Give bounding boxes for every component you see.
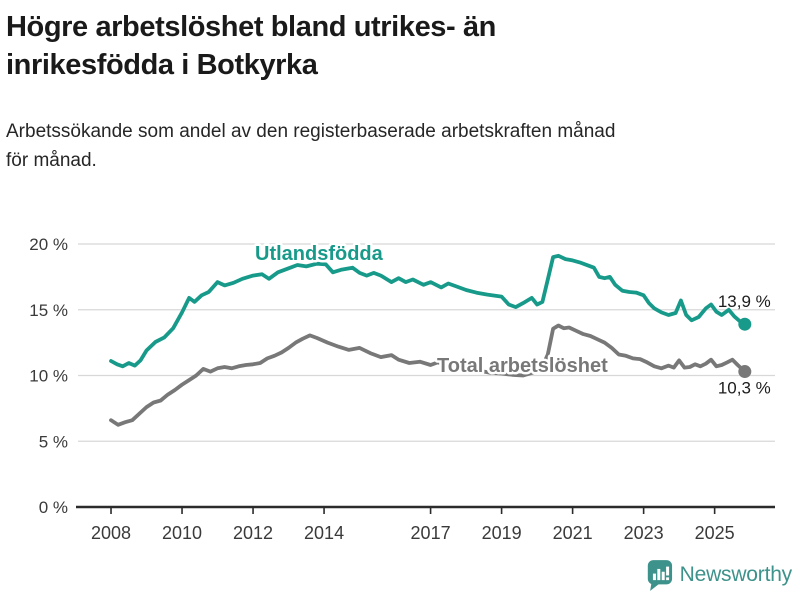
series-end-dot	[738, 365, 752, 379]
y-tick-label: 15 %	[29, 301, 68, 320]
x-tick-label: 2017	[411, 523, 451, 543]
x-tick-label: 2021	[553, 523, 593, 543]
series-end-dot	[738, 317, 752, 331]
title-line-1: Högre arbetslöshet bland utrikes- än	[6, 11, 496, 43]
bar-chart-speech-bubble-icon	[647, 560, 672, 591]
brand-name: Newsworthy	[679, 563, 793, 586]
subtitle-line-2: för månad.	[6, 150, 97, 171]
title-line-2: inrikesfödda i Botkyrka	[6, 49, 318, 81]
x-tick-label: 2025	[695, 523, 735, 543]
series-end-value-label: 13,9 %	[718, 292, 771, 311]
x-tick-label: 2012	[233, 523, 273, 543]
chart-subtitle: Arbetssökande som andel av den registerb…	[6, 117, 615, 175]
x-tick-label: 2019	[482, 523, 522, 543]
x-tick-label: 2008	[91, 523, 131, 543]
x-tick-label: 2023	[624, 523, 664, 543]
series-name-label: Total arbetslöshet	[437, 355, 608, 377]
subtitle-line-1: Arbetssökande som andel av den registerb…	[6, 121, 616, 142]
x-tick-label: 2014	[304, 523, 344, 543]
series-line	[109, 253, 747, 369]
series-line	[109, 323, 747, 427]
page-title: Högre arbetslöshet bland utrikes- än inr…	[6, 8, 496, 84]
series-end-value-label: 10,3 %	[718, 379, 771, 398]
y-tick-label: 5 %	[39, 432, 68, 451]
y-tick-label: 0 %	[39, 498, 68, 517]
x-tick-label: 2010	[162, 523, 202, 543]
y-tick-label: 20 %	[29, 235, 68, 254]
series-name-label: Utlandsfödda	[255, 243, 384, 265]
newsworthy-logo: Newsworthy	[645, 558, 792, 592]
y-tick-label: 10 %	[29, 367, 68, 386]
